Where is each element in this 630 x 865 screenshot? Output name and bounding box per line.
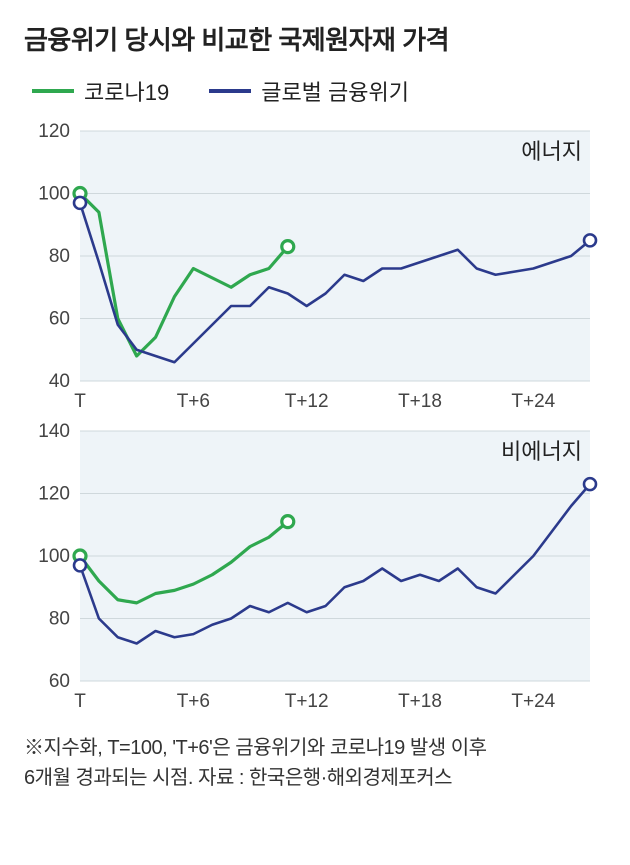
- y-tick-label: 120: [38, 121, 70, 142]
- x-tick-label: T+18: [398, 391, 442, 412]
- x-tick-label: T+12: [285, 691, 329, 712]
- legend-item-corona: 코로나19: [32, 75, 169, 107]
- y-tick-label: 140: [38, 421, 70, 442]
- y-tick-label: 60: [49, 309, 70, 330]
- chart-energy: 40 60 80 100 120 T T+6 T+12 T+18 T+24 에너지: [24, 121, 606, 421]
- x-tick-label: T+12: [285, 391, 329, 412]
- y-tick-label: 80: [49, 609, 70, 630]
- series-marker-series_b: [74, 559, 86, 571]
- panel-label: 에너지: [521, 139, 582, 164]
- series-marker-series_b: [584, 234, 596, 246]
- x-tick-label: T+6: [177, 691, 210, 712]
- series-marker-series_a: [282, 516, 294, 528]
- chart-non-energy: 60 80 100 120 140 T T+6 T+12 T+18 T+24 비에너지: [24, 421, 606, 721]
- legend-label-a: 코로나19: [84, 75, 169, 107]
- legend: 코로나19 글로벌 금융위기: [24, 75, 606, 107]
- legend-swatch-b: [209, 89, 251, 93]
- series-marker-series_b: [584, 478, 596, 490]
- y-tick-label: 120: [38, 484, 70, 505]
- legend-item-gfc: 글로벌 금융위기: [209, 75, 409, 107]
- legend-swatch-a: [32, 89, 74, 93]
- x-tick-label: T+18: [398, 691, 442, 712]
- page-title: 금융위기 당시와 비교한 국제원자재 가격: [24, 20, 606, 57]
- x-tick-label: T+24: [511, 691, 555, 712]
- x-tick-label: T+24: [511, 391, 555, 412]
- y-tick-label: 100: [38, 184, 70, 205]
- y-tick-label: 40: [49, 371, 70, 392]
- legend-label-b: 글로벌 금융위기: [261, 75, 409, 107]
- y-tick-label: 80: [49, 246, 70, 267]
- x-tick-label: T: [74, 391, 86, 412]
- x-tick-label: T: [74, 691, 86, 712]
- series-marker-series_b: [74, 197, 86, 209]
- y-tick-label: 100: [38, 546, 70, 567]
- footnote: ※지수화, T=100, 'T+6'은 금융위기와 코로나19 발생 이후 6개…: [24, 733, 606, 793]
- x-tick-label: T+6: [177, 391, 210, 412]
- y-tick-label: 60: [49, 671, 70, 692]
- footnote-line-1: ※지수화, T=100, 'T+6'은 금융위기와 코로나19 발생 이후: [24, 733, 606, 763]
- panel-label: 비에너지: [501, 439, 582, 464]
- series-marker-series_a: [282, 241, 294, 253]
- footnote-line-2: 6개월 경과되는 시점. 자료 : 한국은행·해외경제포커스: [24, 763, 606, 793]
